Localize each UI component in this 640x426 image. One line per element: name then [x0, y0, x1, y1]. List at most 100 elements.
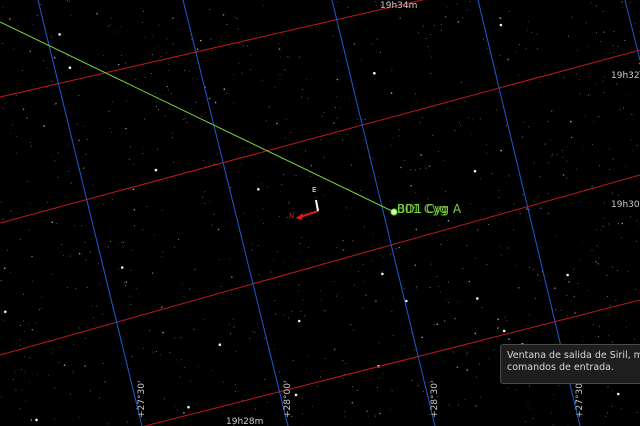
star	[457, 301, 459, 303]
star	[104, 381, 106, 383]
star	[595, 261, 597, 263]
star	[436, 323, 439, 326]
star	[566, 177, 568, 179]
dec-grid-line	[624, 0, 640, 61]
star	[458, 121, 460, 123]
star	[108, 25, 109, 27]
star	[488, 224, 490, 225]
star	[529, 408, 531, 410]
star	[164, 115, 166, 117]
star	[353, 43, 356, 45]
star	[336, 246, 338, 248]
star	[597, 336, 599, 337]
star	[169, 352, 171, 354]
star	[98, 79, 100, 81]
star	[299, 243, 301, 245]
star	[53, 57, 56, 59]
star	[203, 319, 205, 320]
star	[567, 146, 569, 148]
star	[208, 131, 210, 133]
star	[378, 176, 380, 178]
star	[85, 337, 86, 339]
star	[178, 28, 180, 30]
star	[251, 331, 253, 333]
catalog-object-marker[interactable]	[390, 208, 398, 216]
star	[171, 93, 172, 95]
star	[471, 134, 473, 136]
star	[117, 63, 120, 66]
star	[142, 22, 144, 24]
star	[342, 139, 343, 141]
star	[110, 241, 111, 242]
star	[234, 237, 236, 239]
star	[566, 160, 568, 162]
star	[371, 260, 373, 261]
star	[70, 14, 72, 16]
star	[70, 182, 72, 184]
star	[311, 406, 313, 407]
star	[398, 129, 400, 131]
star	[635, 289, 637, 291]
star	[232, 318, 234, 320]
star	[429, 413, 431, 415]
star	[605, 415, 607, 417]
star	[60, 244, 62, 246]
star	[522, 136, 524, 138]
star	[497, 327, 499, 329]
star	[617, 393, 619, 395]
star	[78, 139, 80, 142]
star	[82, 59, 84, 61]
star	[481, 341, 483, 343]
star	[47, 374, 49, 376]
star	[498, 197, 500, 199]
star	[174, 246, 175, 248]
star	[83, 125, 85, 127]
star	[400, 245, 402, 247]
catalog-object-label[interactable]: BD1 Cyg A	[397, 202, 462, 216]
star	[257, 188, 260, 191]
star	[568, 35, 569, 37]
star	[416, 287, 418, 289]
star	[423, 391, 424, 392]
star	[66, 287, 68, 289]
star	[607, 335, 609, 337]
star	[539, 279, 541, 281]
star	[130, 304, 132, 306]
star	[597, 262, 600, 265]
star	[146, 205, 148, 207]
star	[414, 264, 417, 267]
star	[634, 22, 636, 24]
star	[343, 378, 344, 380]
star	[436, 276, 438, 277]
star	[171, 137, 173, 139]
star	[63, 255, 65, 256]
star	[430, 73, 432, 75]
star	[362, 307, 364, 309]
star	[201, 115, 203, 117]
star	[596, 245, 598, 247]
star	[391, 390, 393, 392]
star	[550, 110, 553, 112]
star	[382, 256, 384, 258]
star	[567, 424, 569, 426]
star	[67, 0, 69, 2]
star	[236, 17, 238, 19]
star	[608, 148, 610, 150]
star	[351, 401, 354, 404]
star	[172, 17, 174, 20]
north-label: N	[289, 212, 294, 220]
star	[29, 381, 31, 383]
star	[229, 186, 231, 188]
star	[316, 385, 318, 387]
star	[183, 412, 185, 414]
star	[410, 184, 412, 187]
star	[460, 82, 462, 84]
north-arrow-head	[296, 213, 303, 220]
star	[275, 313, 277, 315]
star	[229, 46, 231, 48]
star	[337, 1, 338, 3]
star	[341, 51, 343, 53]
star	[309, 175, 311, 177]
star	[151, 272, 154, 274]
